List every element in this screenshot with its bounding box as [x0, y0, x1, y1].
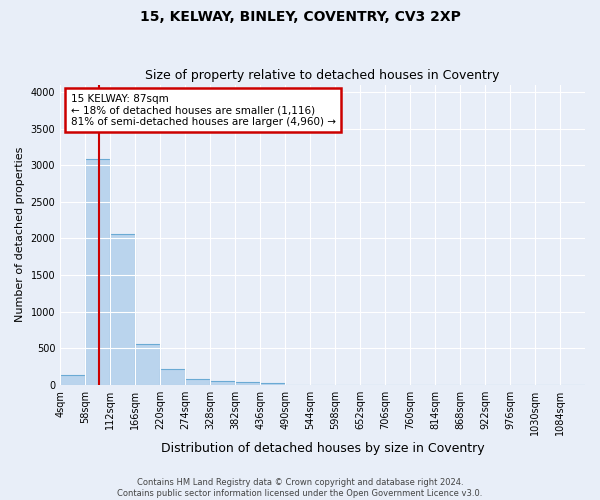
Bar — [235, 382, 260, 385]
Bar — [160, 369, 185, 385]
Bar — [135, 344, 160, 385]
Bar — [210, 382, 235, 385]
Text: 15, KELWAY, BINLEY, COVENTRY, CV3 2XP: 15, KELWAY, BINLEY, COVENTRY, CV3 2XP — [140, 10, 460, 24]
Text: 15 KELWAY: 87sqm
← 18% of detached houses are smaller (1,116)
81% of semi-detach: 15 KELWAY: 87sqm ← 18% of detached house… — [71, 94, 335, 127]
Bar — [110, 234, 135, 385]
Y-axis label: Number of detached properties: Number of detached properties — [15, 147, 25, 322]
Text: Contains HM Land Registry data © Crown copyright and database right 2024.
Contai: Contains HM Land Registry data © Crown c… — [118, 478, 482, 498]
Title: Size of property relative to detached houses in Coventry: Size of property relative to detached ho… — [145, 69, 500, 82]
X-axis label: Distribution of detached houses by size in Coventry: Distribution of detached houses by size … — [161, 442, 484, 455]
Bar — [60, 374, 85, 385]
Bar — [185, 380, 210, 385]
Bar — [260, 382, 285, 385]
Bar — [85, 160, 110, 385]
